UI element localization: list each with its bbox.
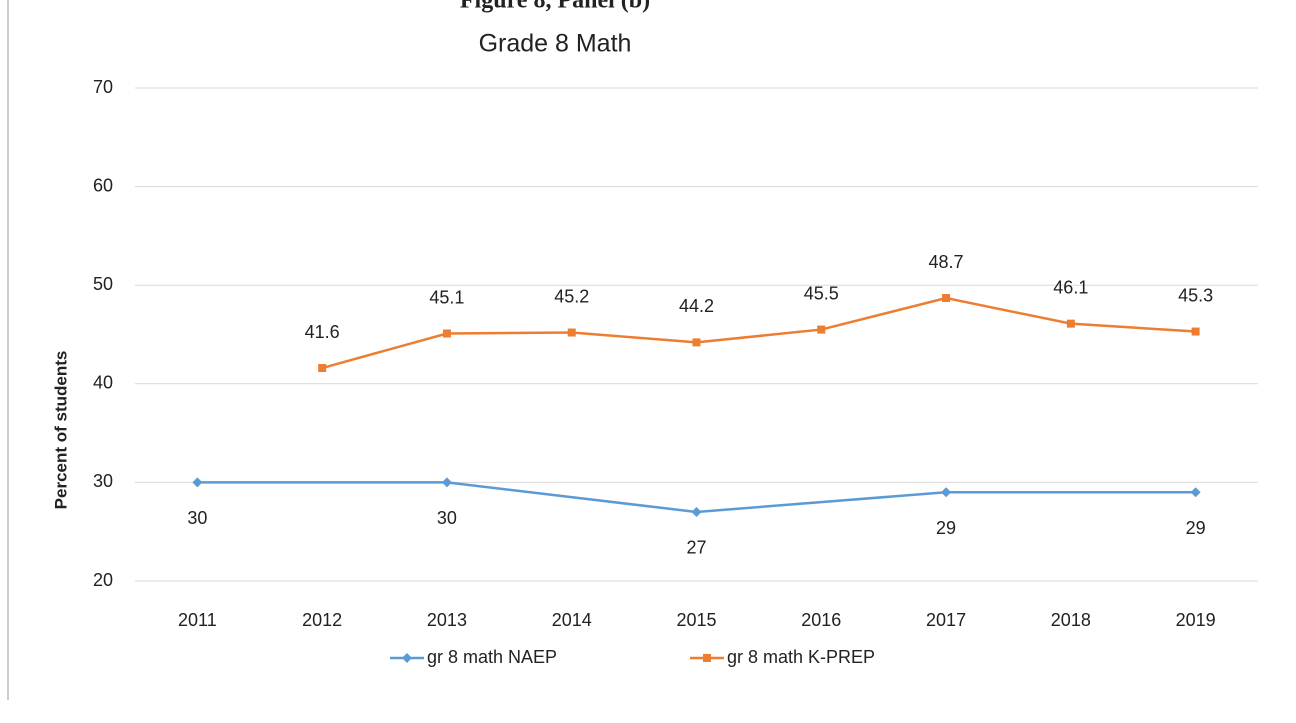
marker <box>567 328 576 337</box>
y-tick-label: 70 <box>93 77 113 97</box>
data-label: 48.7 <box>929 252 964 272</box>
marker <box>192 477 203 488</box>
figure-label: Figure 8, Panel (b) <box>460 0 650 14</box>
marker <box>1066 319 1075 328</box>
data-label: 45.1 <box>429 287 464 307</box>
y-tick-label: 20 <box>93 570 113 590</box>
legend-marker <box>703 654 711 662</box>
x-tick-label: 2016 <box>801 610 841 630</box>
marker <box>441 477 452 488</box>
data-label: 45.3 <box>1178 285 1213 305</box>
x-tick-label: 2019 <box>1176 610 1216 630</box>
data-label: 29 <box>936 518 956 538</box>
y-tick-label: 60 <box>93 175 113 195</box>
y-tick-label: 50 <box>93 274 113 294</box>
data-label: 41.6 <box>305 322 340 342</box>
data-label: 30 <box>437 508 457 528</box>
y-tick-label: 30 <box>93 471 113 491</box>
x-tick-label: 2012 <box>302 610 342 630</box>
marker <box>941 487 952 498</box>
legend-label: gr 8 math K-PREP <box>727 647 875 667</box>
legend-marker <box>402 653 412 663</box>
x-tick-label: 2013 <box>427 610 467 630</box>
chart-title: Grade 8 Math <box>479 30 632 58</box>
x-tick-label: 2011 <box>178 610 217 630</box>
x-tick-label: 2015 <box>676 610 716 630</box>
data-label: 44.2 <box>679 296 714 316</box>
marker <box>817 325 826 334</box>
marker <box>1190 487 1201 498</box>
x-tick-label: 2018 <box>1051 610 1091 630</box>
data-label: 27 <box>686 538 706 558</box>
y-tick-label: 40 <box>93 373 113 393</box>
marker <box>442 329 451 338</box>
data-label: 29 <box>1186 518 1206 538</box>
data-label: 45.5 <box>804 283 839 303</box>
data-label: 45.2 <box>554 286 589 306</box>
marker <box>691 506 702 517</box>
marker <box>1191 327 1200 336</box>
marker <box>318 364 327 373</box>
series-line <box>321 296 1196 370</box>
marker <box>692 338 701 347</box>
y-axis-label: Percent of students <box>51 351 70 510</box>
data-label: 46.1 <box>1053 277 1088 297</box>
data-label: 30 <box>187 508 207 528</box>
x-tick-label: 2014 <box>552 610 592 630</box>
marker <box>942 294 951 303</box>
legend-label: gr 8 math NAEP <box>427 647 557 667</box>
x-tick-label: 2017 <box>926 610 966 630</box>
